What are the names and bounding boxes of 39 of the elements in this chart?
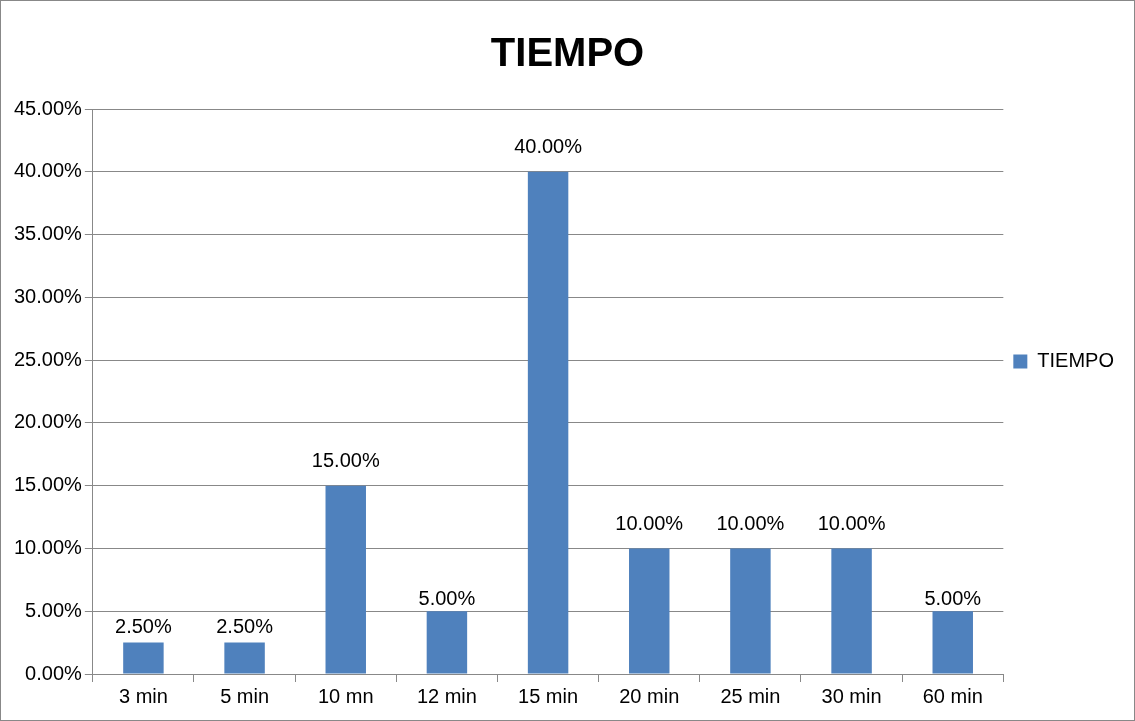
y-tick-label: 30.00% bbox=[13, 284, 83, 307]
data-label: 10.00% bbox=[716, 511, 785, 534]
bar bbox=[224, 642, 265, 674]
y-tick-label: 5.00% bbox=[25, 598, 83, 621]
y-tick-label: 25.00% bbox=[13, 347, 83, 370]
bar bbox=[527, 171, 569, 674]
data-label: 2.50% bbox=[115, 614, 172, 637]
data-label: 5.00% bbox=[924, 586, 982, 609]
data-label: 15.00% bbox=[311, 449, 380, 472]
x-tick-label: 12 min bbox=[416, 684, 477, 707]
y-tick-label: 35.00% bbox=[13, 222, 83, 245]
bar bbox=[730, 548, 771, 674]
x-tick-label: 10 mn bbox=[317, 684, 374, 707]
bar bbox=[325, 485, 366, 674]
bar bbox=[831, 548, 872, 674]
x-tick-label: 15 min bbox=[518, 684, 579, 707]
bar bbox=[426, 611, 468, 674]
legend-label: TIEMPO bbox=[1037, 349, 1114, 372]
data-label: 10.00% bbox=[817, 511, 886, 534]
data-label: 5.00% bbox=[418, 586, 476, 609]
bar bbox=[629, 548, 670, 674]
y-tick-label: 45.00% bbox=[13, 96, 83, 119]
y-tick-label: 40.00% bbox=[13, 159, 83, 182]
y-tick-label: 0.00% bbox=[25, 661, 83, 684]
data-label: 40.00% bbox=[514, 135, 583, 158]
bar bbox=[123, 642, 164, 674]
x-tick-label: 3 min bbox=[118, 684, 168, 707]
x-tick-label: 30 min bbox=[821, 684, 882, 707]
data-label: 10.00% bbox=[615, 511, 684, 534]
x-tick-label: 20 min bbox=[619, 684, 680, 707]
x-tick-label: 60 min bbox=[922, 684, 983, 707]
bar bbox=[932, 611, 973, 674]
chart-title: TIEMPO bbox=[490, 30, 645, 75]
y-tick-label: 20.00% bbox=[13, 410, 83, 433]
x-tick-label: 25 min bbox=[720, 684, 781, 707]
x-tick-label: 5 min bbox=[220, 684, 270, 707]
data-label: 2.50% bbox=[216, 614, 274, 637]
y-tick-label: 10.00% bbox=[13, 535, 83, 558]
y-tick-label: 15.00% bbox=[13, 473, 83, 496]
